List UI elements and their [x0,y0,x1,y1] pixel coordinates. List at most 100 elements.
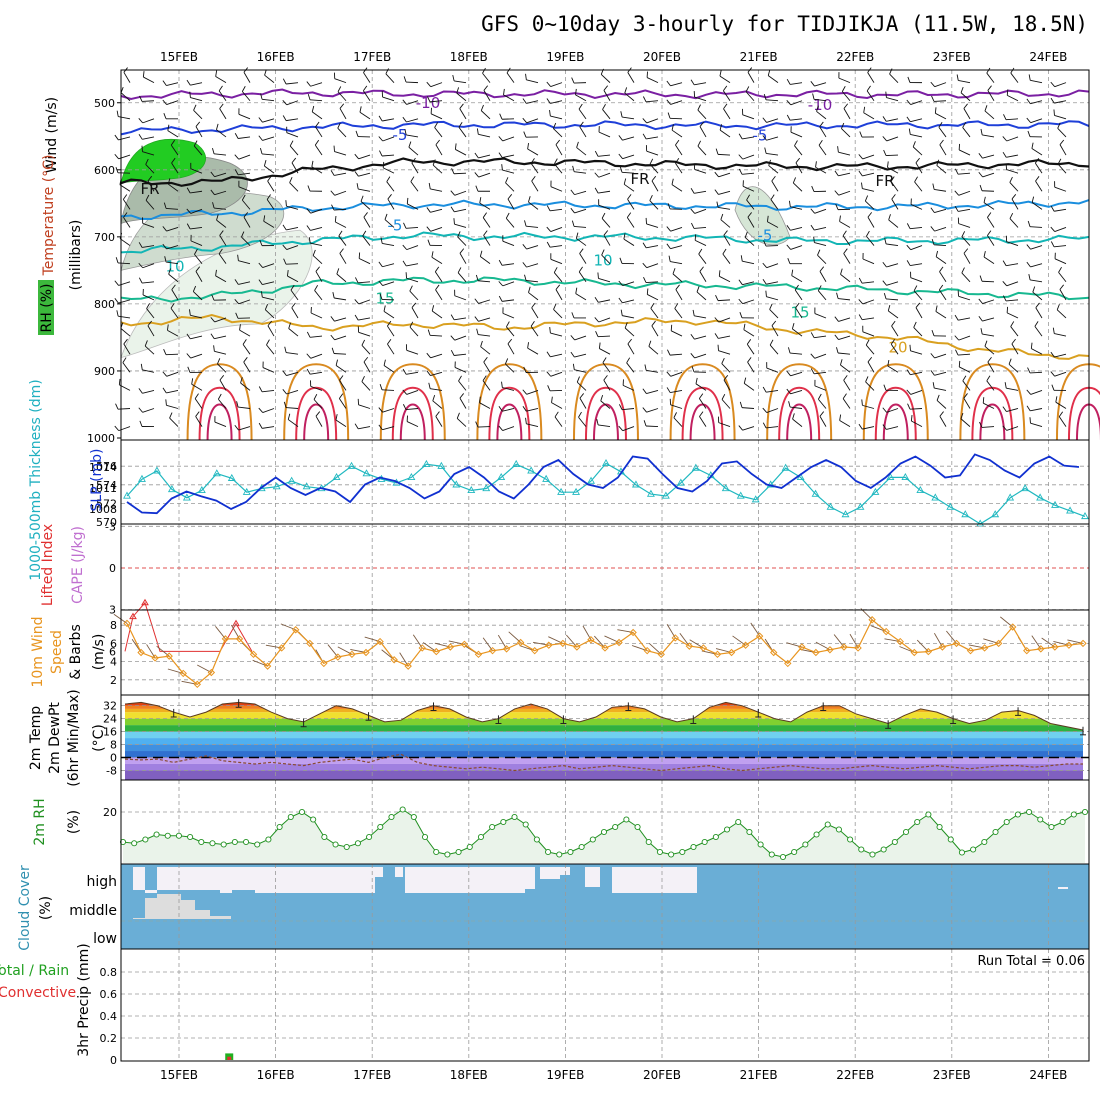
wind-barb-flag [643,420,647,427]
thickness-point [197,485,206,494]
wind-barb [890,344,899,355]
wind-barb [649,163,659,174]
wind-barb-flag [115,257,119,264]
wind-barb-flag [978,171,983,178]
wind-speed-point [573,643,581,651]
wind-barb-flag [1002,425,1007,431]
wind-barb-flag [555,284,561,290]
wind-barb-flag [834,190,840,196]
wind-barb-flag [114,425,120,431]
wind-barb-flag [578,411,582,418]
wind-barb-flag [258,422,263,429]
rh-point [936,823,943,831]
wind-barb [1054,208,1067,212]
wind-barb-flag [695,377,698,384]
wind-barb-flag [195,266,201,272]
wind-barb [742,281,755,286]
wind-barb [193,145,203,156]
wind-barb [194,398,203,409]
wind-barb [286,205,299,210]
wind-barb-flag [384,213,388,220]
wind-barb-flag [282,115,287,121]
rh-point [757,841,764,848]
wind-barb [578,416,587,427]
wind-barb-flag [620,309,623,316]
wind-barb-flag [915,302,921,308]
wind-barb-flag [883,149,887,156]
wind-barb [285,263,299,265]
wind-barb [574,353,587,358]
wind-barb-flag [267,320,273,327]
date-label-top: 15FEB [160,50,198,64]
wind-barb-flag [795,157,801,164]
ytick-label: 600 [94,164,115,177]
wind-barb-flag [906,260,911,266]
wind-barb-flag [939,139,944,146]
wind-barb-flag [1053,109,1055,116]
wind-barb-flag [243,212,249,218]
thickness-point [1036,493,1045,501]
cloud-level-label: high [86,874,117,890]
wind-speed-point [699,644,708,652]
cloud-clear-patch [1058,887,1068,889]
temp-tick-label: 8 [110,739,117,752]
date-label-top: 21FEB [740,50,778,64]
wind-barb-flag [1050,226,1056,232]
wind-barb-flag [960,86,964,93]
wind-barb-flag [170,302,175,309]
wind-barb [958,149,971,156]
wind-barb [118,315,131,319]
wind-speed-point [1037,645,1045,653]
wind-barb-10m [649,643,662,655]
wind-barb-flag [379,150,383,157]
wind-barb-flag [624,87,628,94]
temp-tick-label: 16 [103,726,117,739]
wind-barb [578,271,587,283]
wind-barb-flag [435,284,440,291]
wind-barb-flag [762,278,767,285]
wind-barb-flag [193,104,197,111]
wind-barb [627,343,635,355]
wind-barb [1035,180,1043,192]
panel-frame [120,609,1090,696]
temperature-contour [120,157,1090,187]
wind-barb [814,385,827,391]
wind-barb [646,389,659,394]
date-label-bottom: 15FEB [160,1068,198,1082]
rh-point [992,828,999,836]
wind-barb-flag [546,351,551,358]
wind-barb-flag [210,189,215,195]
wind-barb [190,97,203,102]
wind-barb [411,307,419,319]
wind-barb [819,271,827,282]
wind-barb-flag [571,220,575,227]
wind-barb [649,200,659,210]
wind-barb [555,144,563,156]
wind-barb [142,222,155,228]
wind-barb [742,154,755,160]
wind-barb [886,243,899,247]
wind-barb [310,242,323,247]
wind-barb-flag [934,107,937,114]
wind-barb [766,118,779,123]
wind-barb-flag [836,292,839,299]
wind-barb [238,172,251,176]
wind-barb [335,419,347,427]
wind-barb [790,352,803,355]
temp-tick-label: 0 [110,752,117,765]
wind-barb-flag [595,331,599,337]
boundary-layer-contour [476,363,543,441]
wind-barb-flag [930,370,935,376]
wind-barb-flag [525,417,527,424]
wind-barb [454,80,467,84]
wind-barb-flag [954,190,960,196]
wind-barb-flag [795,302,800,309]
rh-point [421,833,429,841]
wind-barb [526,423,539,428]
cloud-clear-patch [145,890,157,893]
wind-barb [909,408,923,410]
thickness-line [126,462,1086,525]
wind-barb [672,273,683,283]
wind-barb [622,426,635,432]
wind-barb [723,379,731,391]
